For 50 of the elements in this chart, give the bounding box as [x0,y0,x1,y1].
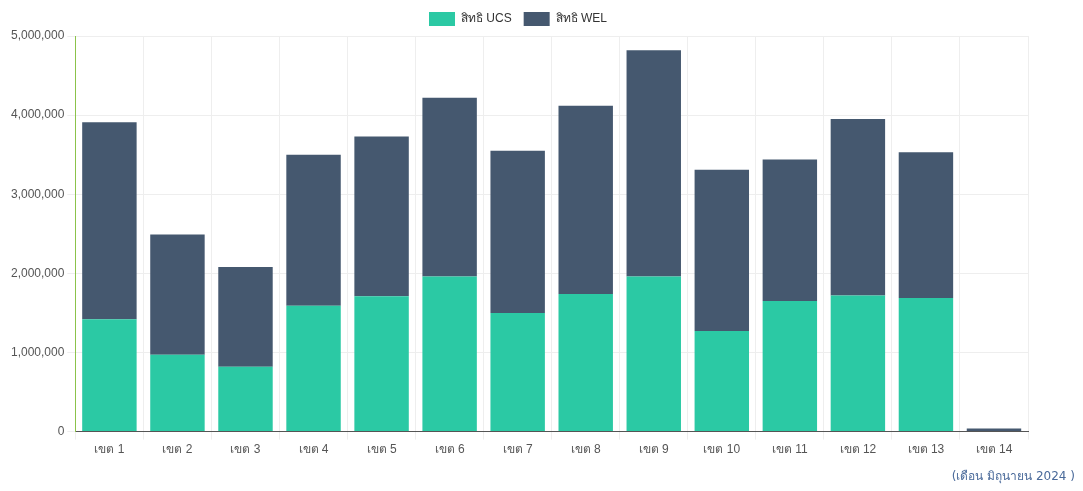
x-tick-label: เขต 5 [366,442,397,457]
bar [626,50,681,277]
bar [82,122,137,320]
y-tick-label: 2,000,000 [10,265,65,280]
bar [558,293,613,432]
bar [354,296,409,432]
x-tick-label: เขต 2 [162,442,193,457]
x-tick-label: เขต 14 [975,442,1013,457]
bar [626,276,681,432]
legend-label: สิทธิ WEL [555,11,608,26]
bar [82,319,137,432]
bar [286,305,341,432]
text: (เดือน มิถุนายน 2024 ) [951,468,1075,485]
bar [898,152,954,298]
bar [286,154,341,306]
bar [762,301,818,432]
bar [694,331,750,432]
x-tick-label: เขต 8 [570,442,602,457]
x-tick-label: เขต 1 [94,442,125,457]
bar [966,428,1022,432]
bar [218,366,273,432]
bar [354,136,409,297]
legend-label: สิทธิ UCS [461,11,512,26]
x-tick-label: เขต 10 [703,442,741,457]
bar [490,150,545,313]
x-tick-label: เขต 13 [907,442,945,457]
x-tick-label: เขต 7 [502,442,533,457]
x-tick-label: เขต 4 [298,442,329,457]
y-tick-label: 1,000,000 [10,344,65,359]
bar [762,159,818,302]
bar [694,169,750,332]
bar [558,105,613,294]
bar [150,234,205,355]
y-tick-label: 5,000,000 [10,28,65,43]
bar [898,297,954,432]
x-tick-label: เขต 3 [230,442,261,457]
x-tick-label: เขต 9 [638,442,670,457]
bar [150,354,205,432]
y-tick-label: 4,000,000 [10,107,65,122]
bar [830,119,886,296]
y-tick-label: 3,000,000 [10,186,65,201]
x-tick-label: เขต 11 [771,442,809,457]
bar [422,276,477,432]
bar [830,295,886,432]
x-tick-label: เขต 6 [434,442,465,457]
x-tick-label: เขต 12 [839,442,877,457]
bar [422,97,477,277]
bar [490,312,545,432]
y-tick-label: 0 [57,423,65,438]
bar [218,267,273,367]
